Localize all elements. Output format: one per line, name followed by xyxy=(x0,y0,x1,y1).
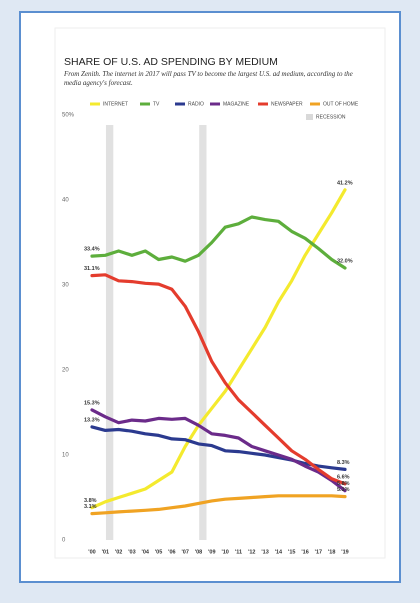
x-tick-label: '09 xyxy=(208,549,215,555)
y-tick-label: 20 xyxy=(62,368,69,374)
x-tick-label: '05 xyxy=(155,549,162,555)
x-tick-label: '11 xyxy=(235,549,242,555)
x-tick-label: '01 xyxy=(102,549,109,555)
y-tick-label: 40 xyxy=(62,198,69,204)
recession-band xyxy=(199,125,207,540)
legend-label: INTERNET xyxy=(103,101,128,107)
chart-subtitle: From Zenith. The internet in 2017 will p… xyxy=(64,70,353,87)
value-label: 41.2% xyxy=(337,180,353,186)
value-label: 13.3% xyxy=(84,417,100,423)
value-label: 6.6% xyxy=(337,474,350,480)
x-tick-label: '08 xyxy=(195,549,202,555)
y-tick-label: 30 xyxy=(62,283,69,289)
x-tick-label: '18 xyxy=(328,549,335,555)
x-tick-label: '13 xyxy=(261,549,268,555)
x-tick-label: '02 xyxy=(115,549,122,555)
y-tick-label: 0 xyxy=(62,538,66,544)
value-label: 33.4% xyxy=(84,247,100,253)
legend-label: OUT OF HOME xyxy=(323,101,359,107)
x-tick-label: '12 xyxy=(248,549,255,555)
series-line xyxy=(90,215,347,270)
series-line xyxy=(90,188,347,510)
value-label: 15.3% xyxy=(84,400,100,406)
value-label: 32.0% xyxy=(337,258,353,264)
card xyxy=(54,27,386,559)
legend-label: RECESSION xyxy=(316,114,346,120)
legend-label: NEWSPAPER xyxy=(271,101,303,107)
value-label: 3.1% xyxy=(84,504,97,510)
series-line xyxy=(90,425,347,471)
x-tick-label: '16 xyxy=(301,549,308,555)
x-tick-label: '00 xyxy=(88,549,95,555)
x-tick-label: '19 xyxy=(341,549,348,555)
x-tick-label: '03 xyxy=(128,549,135,555)
legend-label: RADIO xyxy=(188,101,204,107)
legend-swatch xyxy=(306,114,313,120)
recession-band xyxy=(105,125,114,540)
series-line xyxy=(90,408,347,493)
x-tick-label: '04 xyxy=(142,549,150,555)
x-tick-label: '07 xyxy=(181,549,188,555)
series-line xyxy=(90,273,347,486)
subtitle-box: From Zenith. The internet in 2017 will p… xyxy=(64,70,353,87)
legend-label: MAGAZINE xyxy=(223,101,250,107)
legend-label: TV xyxy=(153,101,160,107)
x-tick-label: '06 xyxy=(168,549,175,555)
chart-title: SHARE OF U.S. AD SPENDING BY MEDIUM xyxy=(64,56,278,68)
x-tick-label: '17 xyxy=(315,549,322,555)
y-tick-label: 10 xyxy=(62,453,69,459)
series-line xyxy=(90,494,347,516)
value-label: 5.1% xyxy=(337,487,350,493)
x-tick-label: '15 xyxy=(288,549,295,555)
x-tick-label: '10 xyxy=(221,549,228,555)
y-tick-label: 50% xyxy=(62,113,75,119)
value-label: 31.1% xyxy=(84,266,100,272)
value-label: 8.3% xyxy=(337,460,350,466)
value-label: 5.8% xyxy=(337,481,350,487)
x-tick-label: '14 xyxy=(275,549,283,555)
value-label: 3.8% xyxy=(84,498,97,504)
